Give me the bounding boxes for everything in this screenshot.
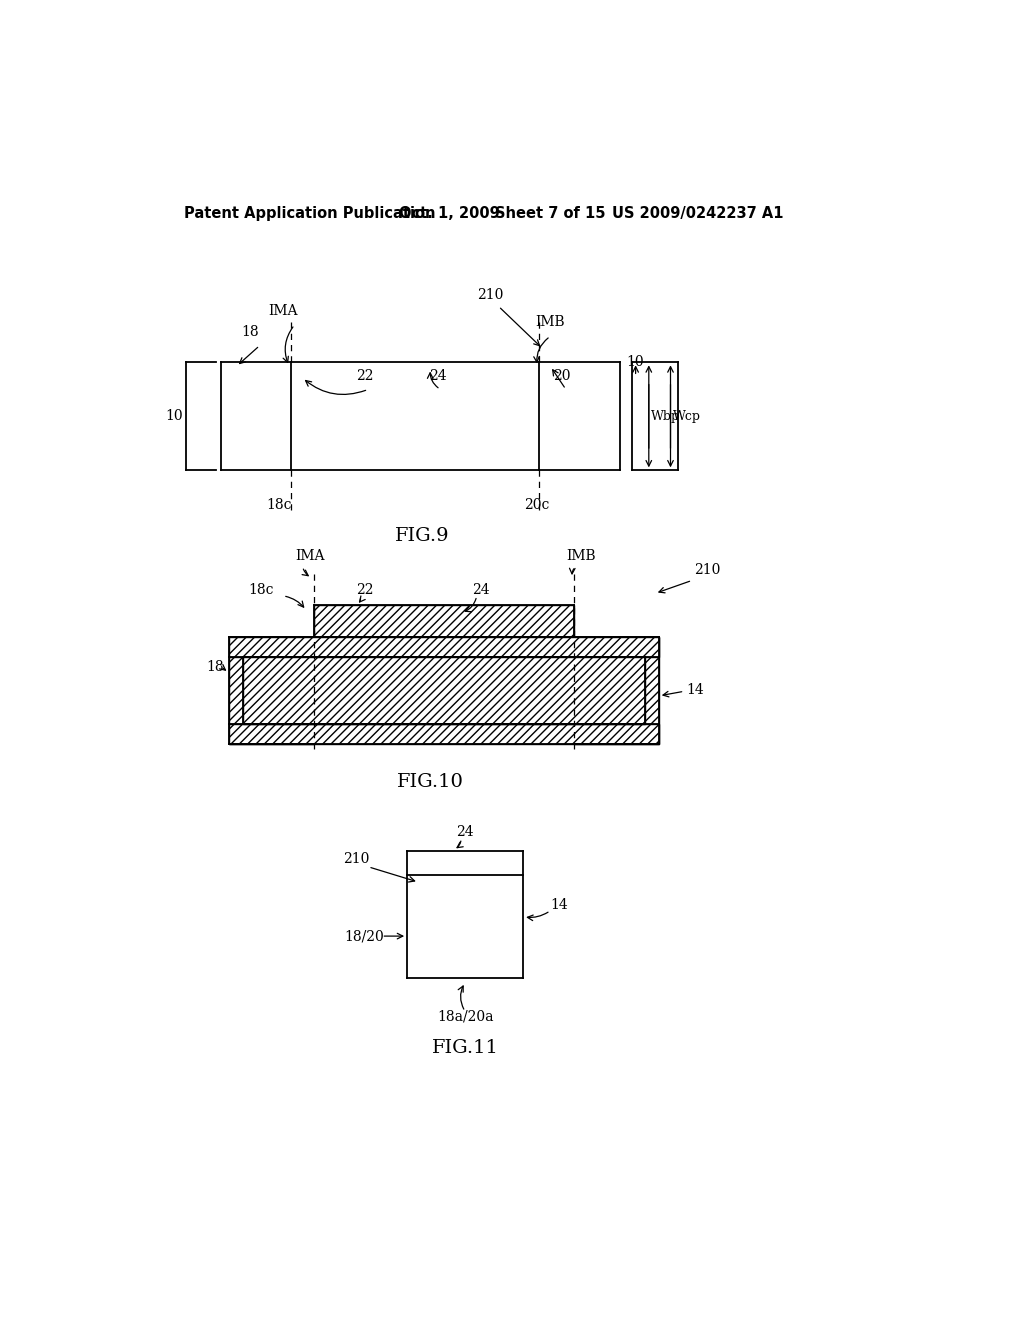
- Text: 20c: 20c: [524, 498, 550, 512]
- Text: 18c: 18c: [248, 582, 273, 597]
- Bar: [574, 638, 658, 743]
- Text: FIG.9: FIG.9: [395, 527, 450, 545]
- Bar: [228, 638, 658, 657]
- Text: 20: 20: [553, 368, 570, 383]
- Text: 18/20: 18/20: [344, 929, 384, 942]
- Text: 22: 22: [355, 368, 373, 383]
- Text: 18: 18: [242, 325, 259, 339]
- Bar: [228, 638, 314, 743]
- Text: FIG.11: FIG.11: [432, 1039, 499, 1057]
- Text: IMB: IMB: [566, 549, 596, 564]
- Text: 18: 18: [206, 660, 223, 673]
- Text: Wcp: Wcp: [673, 409, 700, 422]
- Text: 24: 24: [429, 368, 446, 383]
- Bar: [243, 657, 645, 723]
- Text: 210: 210: [343, 853, 370, 866]
- Text: Patent Application Publication: Patent Application Publication: [183, 206, 435, 222]
- Text: 22: 22: [355, 582, 373, 597]
- Text: IMA: IMA: [295, 549, 325, 564]
- Text: 210: 210: [693, 564, 720, 577]
- Text: Sheet 7 of 15: Sheet 7 of 15: [495, 206, 605, 222]
- Text: 14: 14: [550, 899, 568, 912]
- Text: 14: 14: [686, 682, 703, 697]
- Text: FIG.10: FIG.10: [397, 774, 464, 791]
- Text: US 2009/0242237 A1: US 2009/0242237 A1: [612, 206, 784, 222]
- Text: 18a/20a: 18a/20a: [437, 1010, 494, 1024]
- Text: Oct. 1, 2009: Oct. 1, 2009: [399, 206, 500, 222]
- Text: 10: 10: [166, 409, 183, 424]
- Text: 24: 24: [472, 582, 489, 597]
- Bar: [314, 605, 574, 638]
- Text: Wbp: Wbp: [651, 409, 680, 422]
- Bar: [228, 723, 658, 743]
- Text: IMB: IMB: [536, 315, 565, 330]
- Text: 18c: 18c: [266, 498, 292, 512]
- Text: IMA: IMA: [268, 304, 298, 318]
- Text: 24: 24: [457, 825, 474, 840]
- Text: 210: 210: [477, 288, 504, 302]
- Text: 10: 10: [627, 355, 644, 370]
